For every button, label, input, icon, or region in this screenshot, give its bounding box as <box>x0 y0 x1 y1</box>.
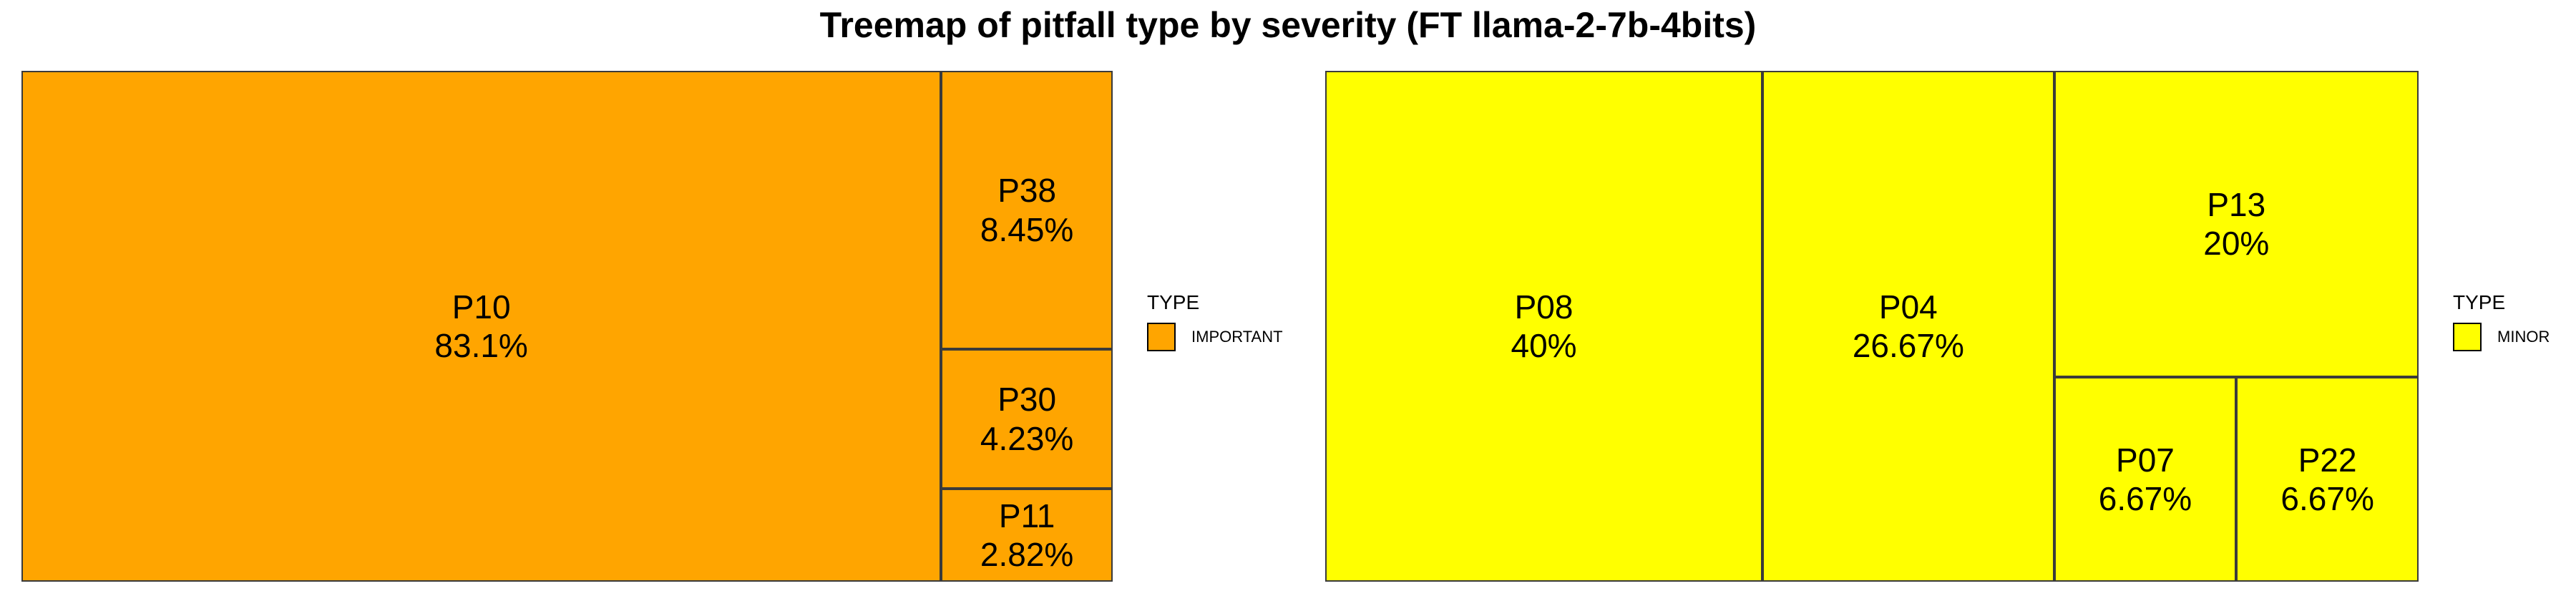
tile-name-label: P13 <box>2207 185 2266 223</box>
tile-percent-label: 8.45% <box>980 210 1074 248</box>
treemap-tile-p10: P10 83.1% <box>21 71 942 582</box>
treemap-tile-p13: P13 20% <box>2054 71 2419 378</box>
legend-label: MINOR <box>2497 328 2550 346</box>
tile-percent-label: 4.23% <box>980 419 1074 457</box>
legend-title: TYPE <box>2453 291 2506 313</box>
tile-name-label: P38 <box>997 172 1057 210</box>
legend-important: TYPE IMPORTANT <box>1147 291 1283 351</box>
legend-label: IMPORTANT <box>1191 328 1283 346</box>
tile-name-label: P08 <box>1514 288 1574 326</box>
tile-percent-label: 6.67% <box>2098 480 2192 518</box>
treemap-tile-p08: P08 40% <box>1325 71 1763 582</box>
tile-name-label: P04 <box>1878 288 1938 326</box>
treemap-tile-p11: P11 2.82% <box>941 489 1113 582</box>
tile-name-label: P30 <box>997 381 1057 419</box>
legend-key-swatch <box>1147 323 1176 351</box>
chart-title: Treemap of pitfall type by severity (FT … <box>819 5 1757 45</box>
tile-percent-label: 2.82% <box>980 536 1074 574</box>
tile-percent-label: 20% <box>2203 225 2270 263</box>
treemap-tile-p07: P07 6.67% <box>2054 377 2237 582</box>
tile-percent-label: 26.67% <box>1852 327 1964 364</box>
tile-name-label: P07 <box>2116 441 2175 479</box>
treemap-tile-p30: P30 4.23% <box>941 349 1113 489</box>
tile-percent-label: 6.67% <box>2280 480 2374 518</box>
treemap-tile-p38: P38 8.45% <box>941 71 1113 350</box>
tile-percent-label: 83.1% <box>434 327 528 364</box>
treemap-tile-p04: P04 26.67% <box>1762 71 2054 582</box>
legend-key-swatch <box>2453 323 2482 351</box>
legend-minor: TYPE MINOR <box>2453 291 2550 351</box>
legend-title: TYPE <box>1147 291 1200 313</box>
tile-name-label: P22 <box>2298 441 2357 479</box>
treemap-tile-p22: P22 6.67% <box>2236 377 2419 582</box>
tile-name-label: P11 <box>998 497 1055 534</box>
treemap-important: P10 83.1% P38 8.45% P30 4.23% P11 2.82% <box>21 71 1113 582</box>
tile-percent-label: 40% <box>1511 327 1577 364</box>
tile-name-label: P10 <box>452 288 511 326</box>
treemap-minor: P08 40% P04 26.67% P13 20% P07 6.67% P22 6.67% <box>1325 71 2419 582</box>
